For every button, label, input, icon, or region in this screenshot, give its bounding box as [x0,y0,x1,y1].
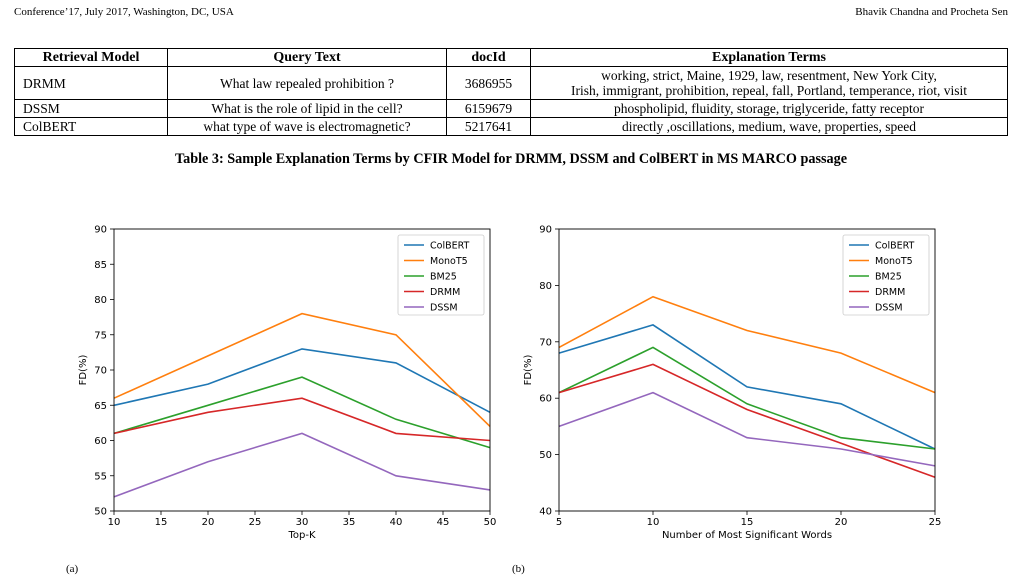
y-axis-label: FD(%) [78,355,89,386]
y-axis-label: FD(%) [523,355,534,386]
series-line-monot5 [113,312,491,427]
y-tick-label: 60 [539,394,552,405]
y-tick-label: 55 [94,471,107,482]
chart-fd-vs-significant-words: 5 10 15 20 25 40 50 60 70 80 90 Number of Most Sign… [523,225,942,542]
running-header-left: Conference’17, July 2017, Washington, DC… [14,6,234,18]
legend-label-bm25: BM25 [875,272,902,283]
series-line-dssm [558,391,936,467]
y-tick-label: 65 [94,401,107,412]
y-tick-label: 60 [94,436,107,447]
cell-query: What law repealed prohibition ? [167,66,447,100]
column-header-retrieval-model: Retrieval Model [14,48,168,67]
legend-label-bm25: BM25 [430,272,457,283]
legend-label-colbert: ColBERT [430,241,470,252]
x-tick-label: 20 [202,517,215,528]
explanation-terms-table: Retrieval Model Query Text docId Explana… [14,48,1008,136]
x-axis-label: Number of Most Significant Words [662,530,832,541]
x-tick-label: 10 [647,517,660,528]
y-tick-label: 90 [539,225,552,236]
cell-terms: working, strict, Maine, 1929, law, resen… [530,66,1008,100]
cell-docid: 3686955 [446,66,531,100]
table-row: ColBERT what type of wave is electromagn… [14,117,1008,136]
y-tick-label: 90 [94,225,107,236]
subfigure-label-a: (a) [66,563,79,575]
series-line-monot5 [558,295,936,394]
x-tick-label: 35 [343,517,356,528]
legend-label-drmm: DRMM [430,287,460,298]
series-line-drmm [558,363,936,478]
running-header-right: Bhavik Chandna and Procheta Sen [855,6,1008,18]
column-header-docid: docId [446,48,531,67]
cell-model: DRMM [14,66,168,100]
y-tick-label: 80 [539,281,552,292]
x-tick-label: 15 [155,517,168,528]
x-tick-label: 40 [390,517,403,528]
legend-label-colbert: ColBERT [875,241,915,252]
x-axis-label: Top-K [287,530,315,541]
series-line-bm25 [113,376,491,449]
chart-fd-vs-topk: 10 15 20 25 30 35 40 45 50 50 55 60 65 70 75 80 85 90 Top-… [78,225,497,542]
x-tick-label: 45 [437,517,450,528]
cell-terms: phospholipid, fluidity, storage, triglyc… [530,99,1008,118]
terms-line: Irish, immigrant, prohibition, repeal, f… [571,83,967,98]
y-tick-label: 70 [94,366,107,377]
y-tick-label: 70 [539,337,552,348]
column-header-explanation-terms: Explanation Terms [530,48,1008,67]
column-header-query-text: Query Text [167,48,447,67]
series-line-colbert [113,348,491,414]
cell-docid: 6159679 [446,99,531,118]
cell-docid: 5217641 [446,117,531,136]
cell-query: What is the role of lipid in the cell? [167,99,447,118]
series-line-drmm [113,397,491,442]
series-line-bm25 [558,346,936,450]
cell-model: ColBERT [14,117,168,136]
x-tick-label: 5 [556,517,562,528]
y-tick-label: 50 [94,507,107,518]
series-line-colbert [558,324,936,450]
y-tick-label: 40 [539,507,552,518]
x-tick-label: 15 [741,517,754,528]
table-row: DRMM What law repealed prohibition ? 368… [14,66,1008,100]
legend-label-monot5: MonoT5 [875,256,913,267]
y-tick-label: 50 [539,450,552,461]
legend-label-dssm: DSSM [430,303,458,314]
terms-line: working, strict, Maine, 1929, law, resen… [601,68,937,83]
cell-terms: directly ,oscillations, medium, wave, pr… [530,117,1008,136]
legend-box [842,234,930,316]
table-caption: Table 3: Sample Explanation Terms by CFI… [174,151,848,167]
x-tick-label: 25 [929,517,942,528]
series-line-dssm [113,432,491,498]
x-tick-label: 10 [108,517,121,528]
legend-label-drmm: DRMM [875,287,905,298]
y-tick-label: 85 [94,260,107,271]
legend-label-monot5: MonoT5 [430,256,468,267]
legend-box [397,234,485,316]
x-tick-label: 50 [484,517,497,528]
y-tick-label: 75 [94,330,107,341]
table-header-row: Retrieval Model Query Text docId Explana… [14,48,1008,67]
cell-model: DSSM [14,99,168,118]
x-tick-label: 30 [296,517,309,528]
subfigure-label-b: (b) [512,563,525,575]
x-tick-label: 25 [249,517,262,528]
legend-label-dssm: DSSM [875,303,903,314]
table-row: DSSM What is the role of lipid in the ce… [14,99,1008,118]
cell-query: what type of wave is electromagnetic? [167,117,447,136]
x-tick-label: 20 [835,517,848,528]
y-tick-label: 80 [94,295,107,306]
